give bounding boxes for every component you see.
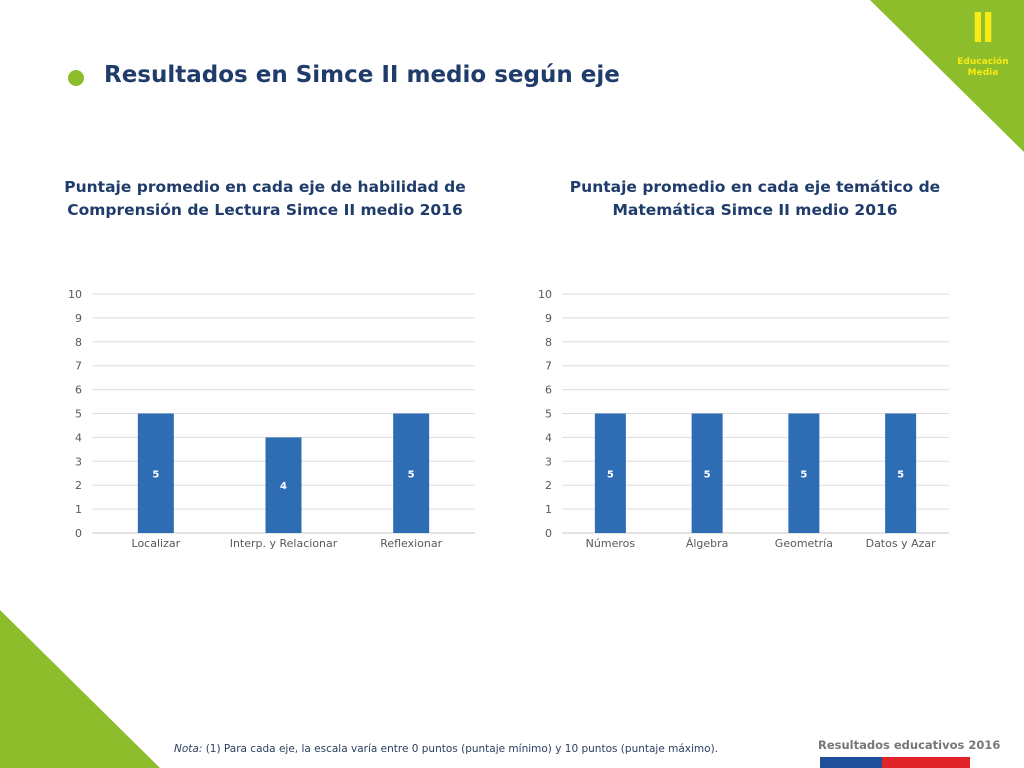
data-label: 5	[607, 469, 614, 480]
bar-matematica	[788, 413, 820, 533]
footnote-label: Nota:	[174, 743, 203, 755]
data-label: 5	[897, 469, 904, 480]
data-label: 5	[152, 469, 159, 480]
y-tick-label: 1	[545, 503, 552, 516]
chart-title-line: Comprensión de Lectura Simce II medio 20…	[67, 201, 463, 219]
chart-title-line: Puntaje promedio en cada eje de habilida…	[64, 178, 466, 196]
level-badge-line1: Educación	[957, 57, 1009, 67]
y-tick-label: 10	[538, 288, 552, 301]
footnote: Nota: (1) Para cada eje, la escala varía…	[174, 743, 718, 755]
bullet-dot-icon	[68, 70, 84, 86]
bar-matematica	[885, 413, 917, 533]
x-category-label: Álgebra	[686, 537, 729, 550]
y-tick-label: 5	[75, 408, 82, 421]
chart-title-line: Puntaje promedio en cada eje temático de	[569, 178, 941, 196]
bar-lectura	[393, 413, 430, 533]
data-label: 5	[800, 469, 807, 480]
y-tick-label: 0	[545, 527, 552, 540]
x-category-label: Localizar	[132, 537, 181, 550]
data-label: 4	[280, 481, 287, 492]
bar-lectura	[265, 437, 302, 533]
bar-lectura	[137, 413, 174, 533]
flag-stripe-red	[882, 757, 970, 768]
y-tick-label: 10	[68, 288, 82, 301]
y-tick-label: 7	[75, 360, 82, 373]
y-tick-label: 3	[75, 455, 82, 468]
y-tick-label: 3	[545, 455, 552, 468]
bar-matematica	[691, 413, 723, 533]
y-tick-label: 9	[75, 312, 82, 325]
chart-title-line: Matemática Simce II medio 2016	[612, 201, 898, 219]
y-tick-label: 6	[545, 384, 552, 397]
data-label: 5	[704, 469, 711, 480]
flag-stripe-blue	[820, 757, 882, 768]
y-tick-label: 8	[75, 336, 82, 349]
level-badge-label: Educación Media	[952, 57, 1014, 79]
y-tick-label: 9	[545, 312, 552, 325]
footnote-text: (1) Para cada eje, la escala varía entre…	[202, 743, 719, 755]
y-tick-label: 2	[75, 479, 82, 492]
chart-title-lectura: Puntaje promedio en cada eje de habilida…	[40, 176, 490, 222]
y-tick-label: 6	[75, 384, 82, 397]
data-label: 5	[408, 469, 415, 480]
x-category-label: Datos y Azar	[866, 537, 937, 550]
chart-title-matematica: Puntaje promedio en cada eje temático de…	[520, 176, 990, 222]
x-category-label: Reflexionar	[380, 537, 442, 550]
y-tick-label: 8	[545, 336, 552, 349]
y-tick-label: 5	[545, 408, 552, 421]
bar-matematica	[594, 413, 626, 533]
y-tick-label: 7	[545, 360, 552, 373]
x-category-label: Números	[586, 537, 636, 550]
x-category-label: Interp. y Relacionar	[230, 537, 338, 550]
y-tick-label: 1	[75, 503, 82, 516]
y-tick-label: 4	[545, 431, 552, 444]
level-badge-line2: Media	[967, 68, 999, 78]
page-title: Resultados en Simce II medio según eje	[104, 62, 620, 88]
x-category-label: Geometría	[775, 537, 833, 550]
y-tick-label: 4	[75, 431, 82, 444]
footer-brand: Resultados educativos 2016	[818, 738, 1001, 752]
y-tick-label: 2	[545, 479, 552, 492]
y-tick-label: 0	[75, 527, 82, 540]
level-badge-roman: II	[971, 3, 994, 52]
